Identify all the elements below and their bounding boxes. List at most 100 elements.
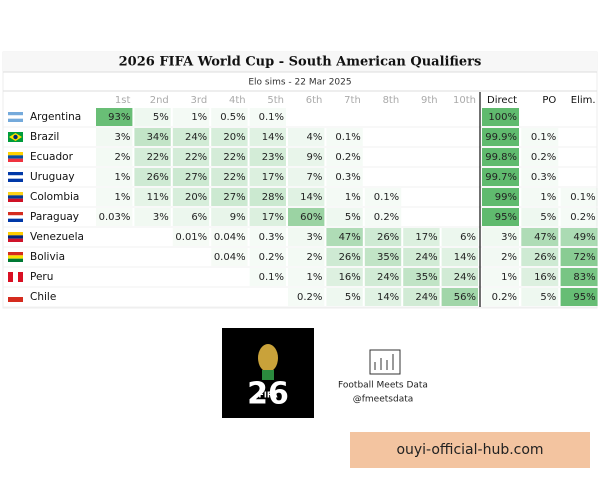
flag [13,272,18,282]
cell: 24% [415,292,437,303]
cell: 27% [185,172,207,183]
cell: 17% [262,212,284,223]
flag [8,118,23,122]
cell: 47% [339,232,361,243]
flag [8,272,13,282]
flag [8,235,23,239]
cell-bg [211,248,248,266]
flag [8,297,23,302]
cell: 14% [377,292,399,303]
flag [18,272,23,282]
cell: 26% [339,252,361,263]
cell: 0.04% [214,232,246,243]
flag [8,112,23,116]
cell-bg [96,188,133,206]
cell-bg [96,168,133,186]
cell: 17% [415,232,437,243]
cell: 5% [153,112,169,123]
subtitle: Elo sims - 22 Mar 2025 [248,78,351,88]
cell-bg [211,208,248,226]
cell-bg [326,288,363,306]
cell: 49% [573,232,595,243]
cell-bg [134,168,171,186]
cell: 26% [147,172,169,183]
cell-bg [249,208,286,226]
cell-bg [288,248,325,266]
logo-text: FIFA [258,391,278,400]
cell: 72% [573,252,595,263]
cell: 3% [153,212,169,223]
cell-bg [172,128,210,146]
cell: 17% [262,172,284,183]
cell-bg [211,228,248,246]
cell-bg [560,288,598,306]
country: Colombia [30,191,79,203]
cell-bg [482,108,519,126]
cell: 9% [230,212,246,223]
cell: 4% [307,132,323,143]
cell: 56% [454,292,476,303]
cell: 0.3% [335,172,360,183]
cell: 2% [115,152,131,163]
cell-bg [211,148,248,166]
cell: 24% [415,252,437,263]
flag [8,175,23,179]
cell: 0.1% [531,132,556,143]
title-band [3,52,597,72]
cell-bg [364,228,402,246]
cell-bg [482,288,519,306]
watermark: ouyi-official-hub.com [396,442,543,458]
cell-bg [249,188,286,206]
cell: 22% [147,152,169,163]
cell-bg [364,268,402,286]
cell-bg [249,108,286,126]
cell-bg [364,208,402,226]
cell-bg [172,168,210,186]
cell: 0.1% [259,112,284,123]
column-header: Direct [487,95,517,106]
cell: 95% [495,212,517,223]
cell: 7% [307,172,323,183]
cell: 0.1% [259,272,284,283]
cell: 47% [534,232,556,243]
cell-bg [482,248,519,266]
cell-bg [134,148,171,166]
cell-bg [403,248,440,266]
cell-bg [326,208,363,226]
cell: 0.2% [374,212,399,223]
cell-bg [288,168,325,186]
cell-bg [441,288,478,306]
cell-bg [441,228,478,246]
country: Ecuador [30,151,74,163]
cell-bg [326,248,363,266]
cell: 23% [262,152,284,163]
cell-bg [249,248,286,266]
cell: 0.2% [297,292,322,303]
country: Paraguay [30,211,79,223]
cell-bg [521,268,559,286]
flag [8,215,23,219]
cell: 6% [460,232,476,243]
cell-bg [521,128,559,146]
cell: 20% [223,132,245,143]
cell: 0.2% [492,292,517,303]
cell-bg [96,208,133,226]
flag [8,218,23,222]
cell: 1% [501,272,517,283]
cell: 0.2% [531,152,556,163]
cell-bg [560,208,598,226]
cell-bg [560,248,598,266]
cell-bg [211,188,248,206]
cell-bg [211,168,248,186]
cell-bg [172,148,210,166]
cell-bg [211,128,248,146]
cell-bg [172,188,210,206]
flag [8,158,23,162]
cell-bg [249,168,286,186]
cell-bg [403,288,440,306]
cell-bg [134,188,171,206]
flag [8,212,23,216]
cell-bg [521,228,559,246]
cell: 6% [191,212,207,223]
cell: 0.3% [259,232,284,243]
